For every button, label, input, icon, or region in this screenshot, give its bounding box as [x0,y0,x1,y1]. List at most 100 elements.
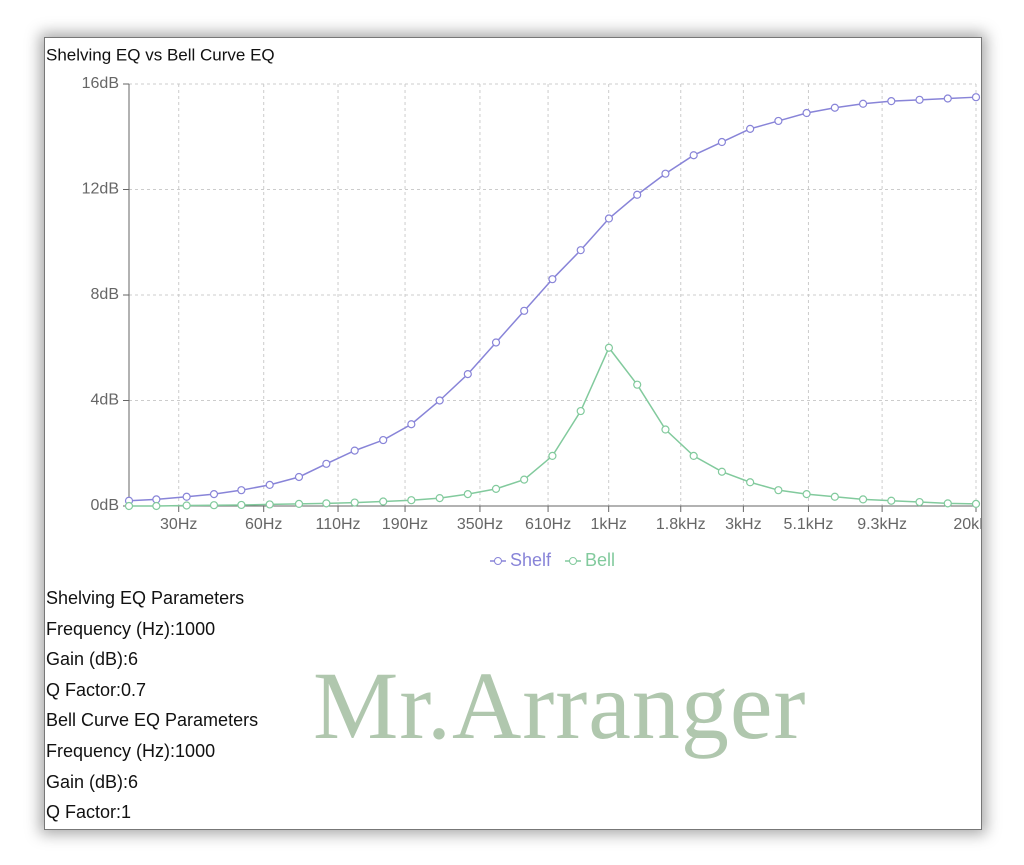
data-point [943,94,952,103]
parameter-row: Q Factor:0.7 [46,675,258,706]
parameter-label: Gain (dB): [46,649,129,670]
series-line [129,346,977,507]
parameter-label: Frequency (Hz): [46,618,176,639]
legend: Shelf Bell [489,550,615,570]
data-point [915,95,924,104]
data-point [435,493,444,503]
legend-icon-point [493,557,502,565]
data-point [182,492,191,501]
data-point [971,93,981,102]
data-point [858,495,868,504]
x-tick-label: 1.8kHz [656,516,706,533]
x-tick-label: 5.1kHz [784,516,834,533]
data-point [689,151,698,160]
data-point [774,116,783,126]
data-point [633,380,642,389]
data-point [152,495,161,504]
parameter-row: Gain (dB):6 [46,644,258,675]
y-tick-label: 0dB [91,497,119,514]
parameter-row: Q Factor:1 [46,797,258,828]
data-point [943,499,952,508]
data-point [830,492,839,501]
chart: Shelving EQ vs Bell Curve EQ 0dB 4dB 8dB 12… [46,45,981,570]
data-point [379,435,388,445]
series-line [128,96,977,502]
legend-icon-point [569,557,578,565]
data-point [746,478,755,487]
data-point [265,480,274,489]
data-point [265,500,274,509]
data-point [661,169,670,178]
y-tick-label: 16dB [82,75,119,92]
legend-item: Bell [565,550,615,570]
x-tick-label: 30Hz [160,516,197,533]
section-heading: Shelving EQ Parameters [46,588,245,608]
data-point [971,499,981,508]
legend-label: Shelf [510,550,552,570]
parameter-row: Gain (dB):6 [46,767,258,798]
data-point [604,343,614,352]
data-point [209,501,219,510]
parameter-value: 6 [128,649,139,670]
parameter-label: Q Factor: [46,802,122,823]
x-tick-label: 110Hz [315,516,360,533]
data-point [915,497,924,507]
watermark: Mr.Arranger [313,652,807,759]
data-point [491,484,501,493]
data-point [407,496,416,505]
data-point [294,499,304,508]
data-point [887,496,896,505]
data-point [576,246,585,255]
y-tick-label: 12dB [82,181,119,198]
x-tick-label: 20kHz [953,516,981,533]
data-point [520,306,529,315]
x-tick-label: 3kHz [725,516,761,533]
legend-item: Shelf [489,550,552,570]
legend-label: Bell [585,550,615,570]
data-point [322,499,331,508]
data-point [237,500,246,510]
data-point [604,214,614,223]
data-point [463,490,472,499]
parameter-label: Gain (dB): [46,771,129,792]
data-point [633,190,642,199]
data-point [689,451,698,460]
data-point [491,338,501,347]
data-point [802,108,811,118]
data-point [182,501,191,510]
parameters: Shelving EQ Parameters Frequency (Hz):100… [46,583,258,828]
x-tick-label: 190Hz [382,516,428,533]
parameter-value: 6 [128,771,139,792]
data-point [350,498,359,507]
data-point [576,406,585,416]
data-point [237,486,246,495]
data-point [548,451,557,460]
x-tick-label: 610Hz [525,516,571,533]
data-point [830,103,839,112]
data-point [802,490,811,499]
x-tick-label: 9.3kHz [857,516,907,533]
section-heading: Bell Curve EQ Parameters [46,710,259,731]
data-point [887,97,896,106]
data-point [407,420,416,429]
data-point [463,370,472,379]
data-point [379,497,388,506]
parameter-label: Frequency (Hz): [46,740,176,761]
data-point [548,275,557,284]
parameter-value: 1000 [175,618,216,639]
chart-title: Shelving EQ vs Bell Curve EQ [46,45,275,64]
data-point [717,137,727,147]
parameter-value: 0.7 [121,679,147,700]
parameter-row: Frequency (Hz):1000 [46,736,258,767]
parameter-label: Q Factor: [46,679,122,700]
data-point [717,467,727,476]
data-point [520,475,529,484]
parameter-row: Frequency (Hz):1000 [46,614,258,645]
y-tick-label: 4dB [91,392,119,409]
data-point [435,396,444,405]
data-point [350,446,359,455]
app-panel: Shelving EQ vs Bell Curve EQ 0dB 4dB 8dB 12… [44,37,982,830]
data-point [294,472,304,482]
data-point [124,501,134,511]
